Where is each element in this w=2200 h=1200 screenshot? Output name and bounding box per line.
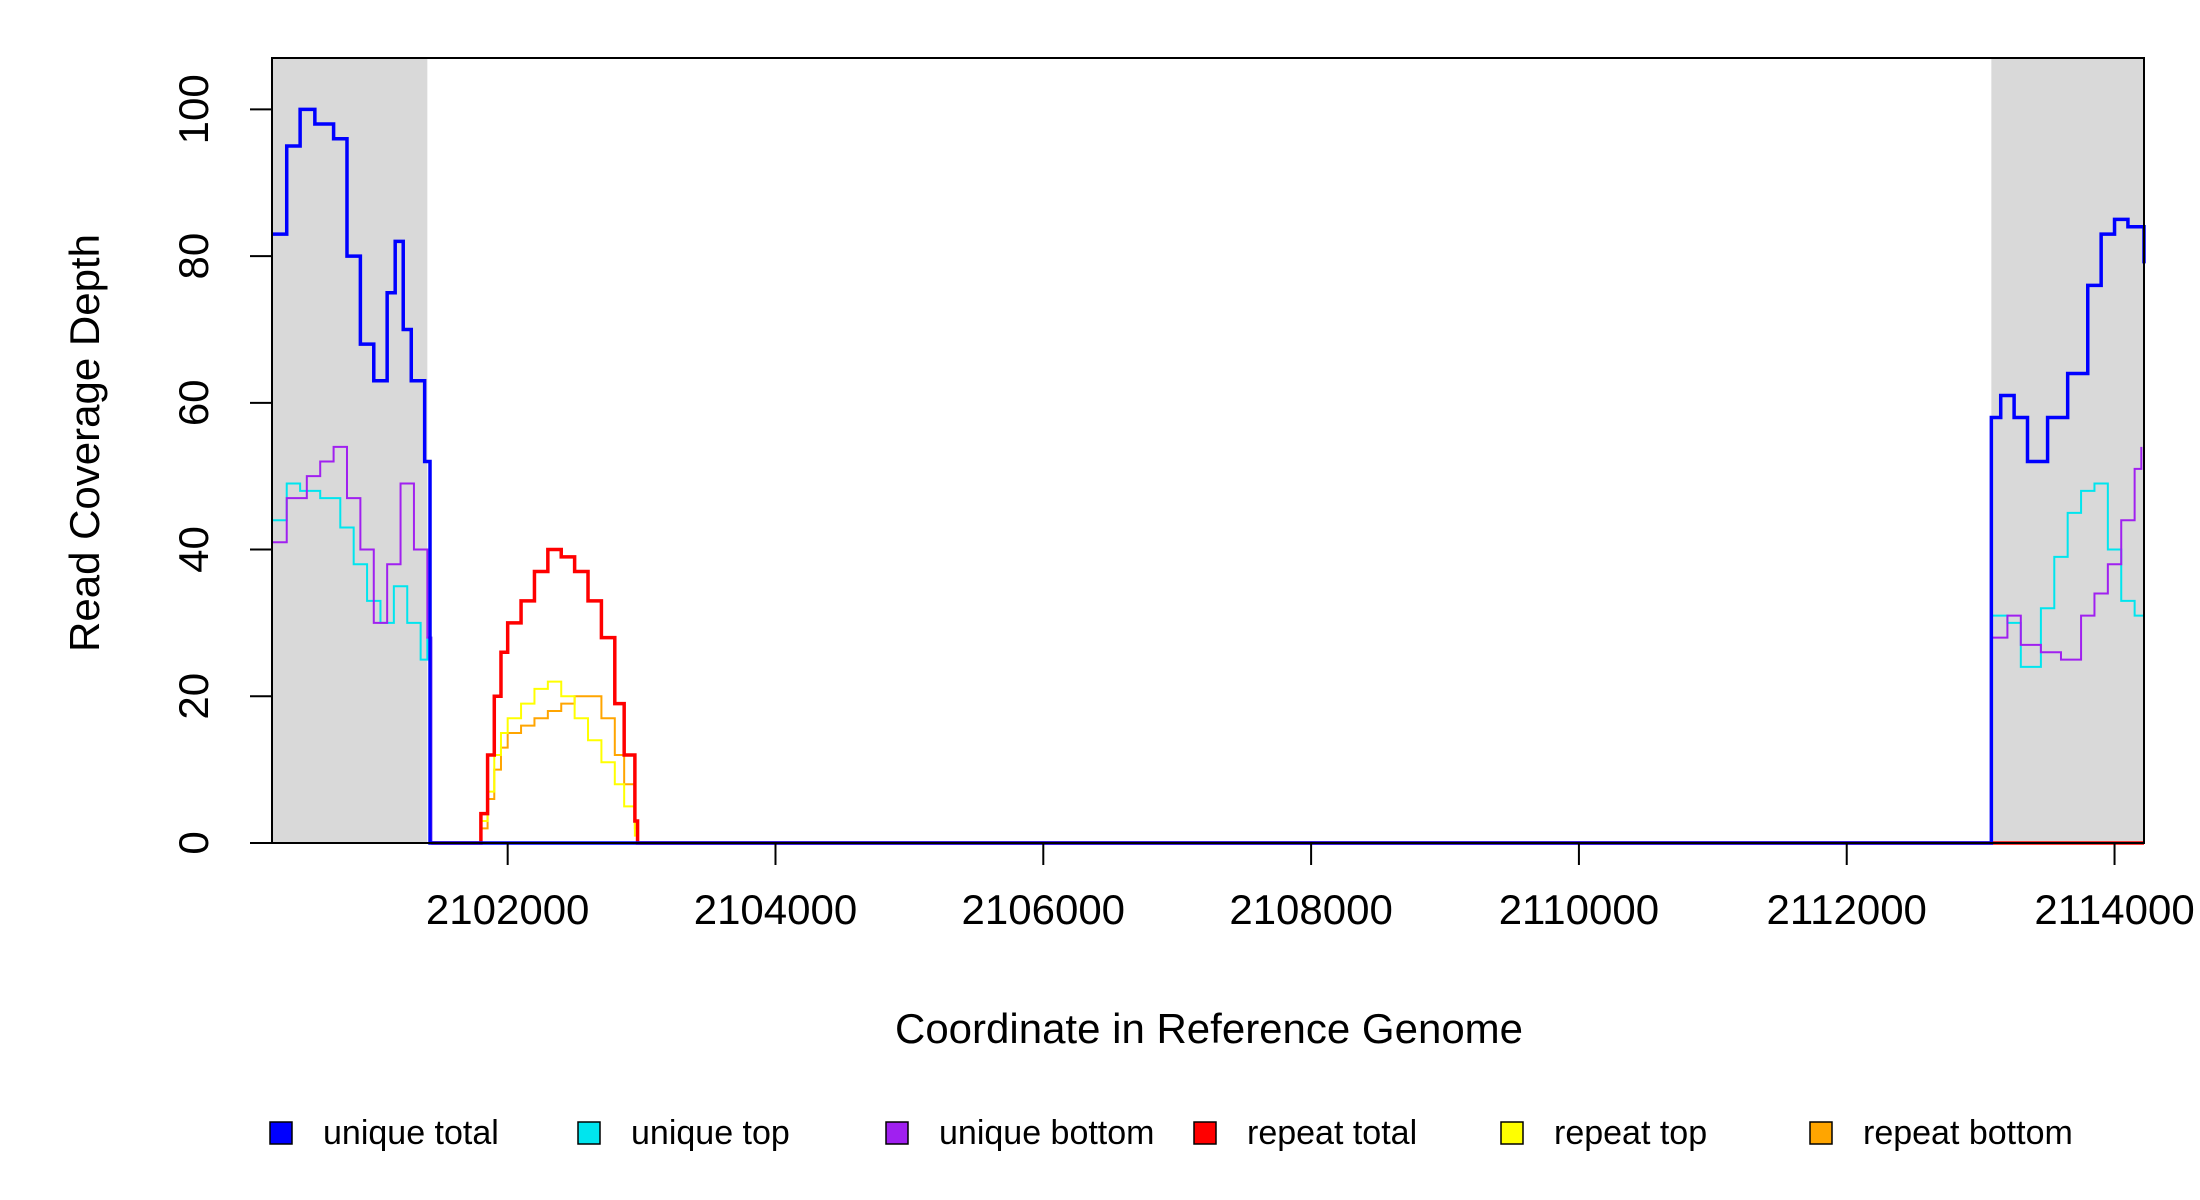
shaded-region-2 xyxy=(1991,58,2144,843)
x-tick-label: 2110000 xyxy=(1499,886,1659,933)
x-tick-label: 2112000 xyxy=(1767,886,1927,933)
series-unique-top xyxy=(272,482,2145,844)
y-axis-label: Read Coverage Depth xyxy=(61,234,108,652)
legend-label: repeat top xyxy=(1554,1114,1707,1152)
x-tick-label: 2108000 xyxy=(1229,886,1393,933)
x-tick-label: 2106000 xyxy=(962,886,1126,933)
x-axis: 2102000 2104000 2106000 2108000 2110000 21120… xyxy=(272,842,2195,933)
y-tick-label: 80 xyxy=(170,233,217,280)
y-tick-label: 60 xyxy=(170,379,217,426)
y-tick-label: 0 xyxy=(170,831,217,854)
legend-item: unique bottom xyxy=(885,1114,1155,1152)
plot-frame xyxy=(271,57,2145,844)
y-tick-label: 100 xyxy=(170,74,217,144)
x-tick-label: 2104000 xyxy=(694,886,858,933)
legend-item: repeat top xyxy=(1500,1114,1707,1152)
legend-swatch xyxy=(1809,1121,1833,1145)
legend: unique total unique top unique bottom repea… xyxy=(269,1114,2073,1152)
series-unique-total xyxy=(272,107,2146,845)
legend-swatch xyxy=(269,1121,293,1145)
legend-swatch xyxy=(1500,1121,1524,1145)
legend-item: repeat total xyxy=(1193,1114,1417,1152)
series-repeat-bottom xyxy=(431,695,2144,844)
series-lines xyxy=(272,107,2146,845)
legend-swatch xyxy=(885,1121,909,1145)
shaded-region-1 xyxy=(272,58,428,843)
series-unique-bottom xyxy=(272,445,2143,844)
legend-label: repeat bottom xyxy=(1863,1114,2073,1152)
shaded-regions xyxy=(272,58,2144,843)
x-axis-label: Coordinate in Reference Genome xyxy=(895,1005,1523,1052)
legend-swatch xyxy=(577,1121,601,1145)
legend-label: unique total xyxy=(323,1114,499,1152)
legend-item: unique total xyxy=(269,1114,499,1152)
y-axis: 0 20 40 60 80 100 xyxy=(170,74,273,855)
series-repeat-total xyxy=(431,547,2144,845)
legend-swatch xyxy=(1193,1121,1217,1145)
legend-label: unique bottom xyxy=(939,1114,1155,1152)
y-tick-label: 20 xyxy=(170,673,217,720)
legend-label: repeat total xyxy=(1247,1114,1417,1152)
y-tick-label: 40 xyxy=(170,526,217,573)
legend-item: repeat bottom xyxy=(1809,1114,2073,1152)
series-repeat-top xyxy=(431,680,2144,844)
x-tick-label: 2114000 xyxy=(2034,886,2194,933)
legend-item: unique top xyxy=(577,1114,790,1152)
x-tick-label: 2102000 xyxy=(426,886,590,933)
legend-label: unique top xyxy=(631,1114,790,1152)
